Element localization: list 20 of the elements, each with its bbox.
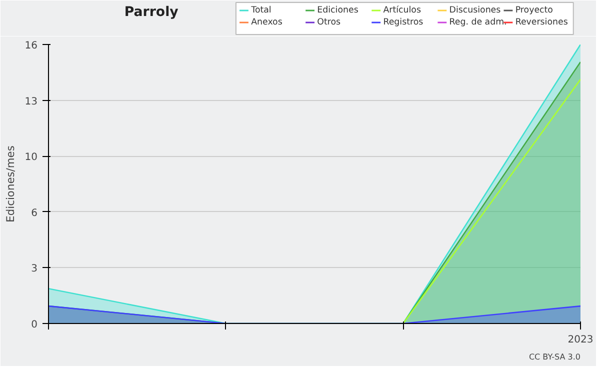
legend-label: Ediciones — [317, 6, 359, 16]
y-tick-label: 16 — [24, 40, 38, 52]
y-tick-label: 3 — [31, 264, 38, 275]
y-tick-label: 6 — [31, 208, 38, 219]
legend-label: Reversiones — [515, 18, 568, 28]
x-tick-label: 2023 — [568, 334, 594, 346]
chart-title: Parroly — [124, 5, 179, 20]
legend-label: Registros — [383, 18, 424, 28]
y-tick-label: 13 — [24, 96, 38, 108]
legend-label: Discusiones — [449, 6, 502, 16]
text: CC BY-SA 3.0 — [528, 352, 581, 362]
legend-label: Total — [250, 6, 272, 16]
legend-label: Reg. de adm. — [449, 18, 507, 28]
y-axis-title: Ediciones/mes — [4, 145, 17, 222]
legend-label: Proyecto — [515, 6, 553, 16]
legend-label: Otros — [317, 18, 342, 28]
y-tick-label: 0 — [31, 320, 38, 330]
legend-label: Anexos — [251, 18, 283, 28]
y-tick-label: 10 — [24, 152, 38, 164]
legend-label: Artículos — [383, 6, 422, 16]
